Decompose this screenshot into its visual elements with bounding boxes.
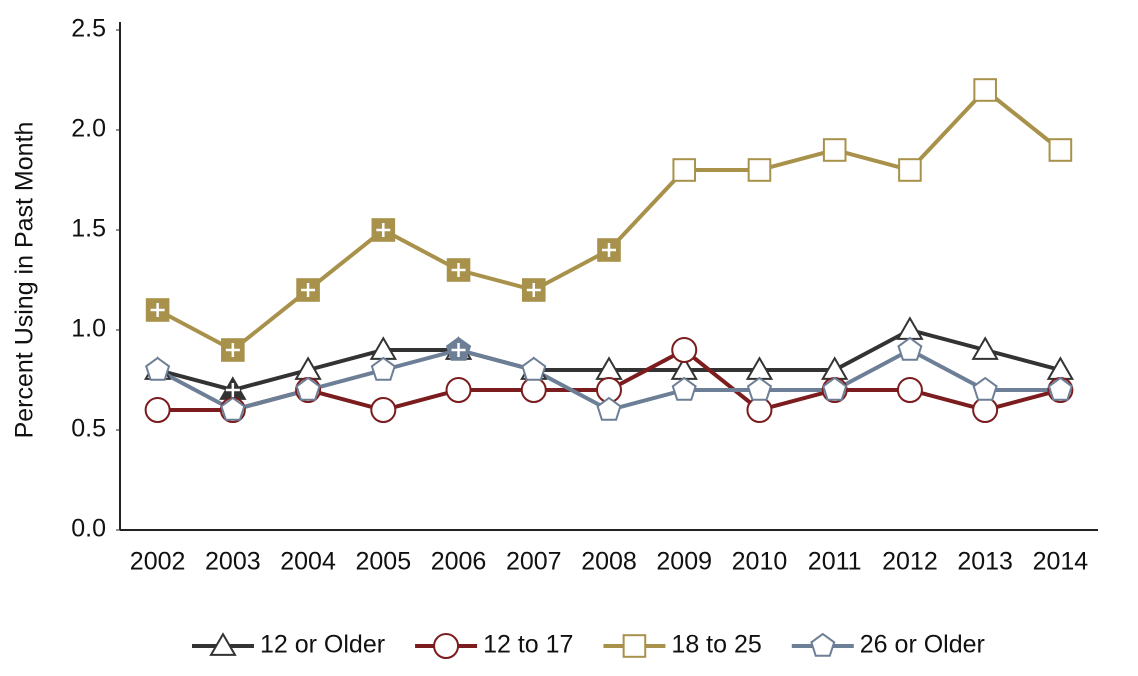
legend-marker [810, 632, 836, 657]
x-tick-label: 2006 [431, 548, 487, 576]
series-line [156, 87, 1062, 353]
x-tick-label: 2012 [882, 548, 938, 576]
significance-plus [225, 383, 240, 397]
y-tick-label: 2.0 [71, 115, 106, 143]
marker [971, 336, 999, 360]
marker [1048, 138, 1073, 162]
marker [896, 316, 924, 340]
marker [445, 377, 472, 403]
legend-label: 18 to 25 [671, 631, 761, 659]
marker [822, 376, 848, 401]
y-axis-label: Percent Using in Past Month [11, 122, 39, 439]
y-tick-label: 1.0 [71, 315, 106, 343]
legend: 12 or Older 12 to 17 18 to 25 26 or Older [192, 631, 985, 659]
legend-marker [622, 634, 647, 658]
legend-label: 26 or Older [860, 631, 985, 659]
x-tick-label: 2003 [205, 548, 261, 576]
significance-plus [451, 263, 466, 277]
marker [521, 356, 547, 381]
significance-plus [150, 303, 165, 317]
x-tick-label: 2008 [581, 548, 637, 576]
marker [746, 376, 773, 401]
marker [144, 397, 171, 423]
marker [295, 376, 321, 401]
marker [671, 376, 697, 401]
y-tick-label: 0.5 [71, 415, 106, 443]
legend-label: 12 to 17 [483, 631, 573, 659]
marker [747, 158, 772, 182]
marker [671, 337, 698, 363]
legend-label: 12 or Older [260, 631, 385, 659]
significance-plus [451, 343, 466, 357]
marker [897, 336, 923, 361]
marker [520, 377, 547, 403]
marker [1047, 376, 1073, 401]
legend-marker [209, 632, 237, 656]
marker [672, 158, 697, 182]
significance-plus [602, 243, 616, 257]
x-tick-label: 2009 [656, 548, 712, 576]
marker [370, 356, 396, 381]
marker [896, 377, 923, 403]
marker [822, 138, 847, 162]
marker [370, 397, 397, 423]
x-tick-label: 2014 [1033, 548, 1089, 576]
y-tick-label: 1.5 [71, 215, 106, 243]
x-tick-label: 2011 [808, 548, 862, 576]
marker [596, 396, 622, 421]
marker [972, 376, 998, 401]
x-tick-label: 2005 [355, 548, 411, 576]
significance-plus [526, 283, 541, 297]
x-tick-label: 2007 [506, 548, 562, 576]
marker [972, 397, 999, 423]
marker [898, 158, 922, 182]
marker [145, 356, 171, 381]
y-tick-label: 0.0 [71, 515, 106, 543]
x-tick-label: 2013 [957, 548, 1013, 576]
significance-plus [225, 343, 240, 357]
legend-marker [433, 633, 460, 659]
marker [973, 78, 997, 102]
significance-plus [301, 283, 316, 297]
marker [220, 396, 246, 421]
marker [746, 397, 773, 423]
significance-plus [376, 223, 391, 237]
x-tick-label: 2004 [280, 548, 336, 576]
y-tick-label: 2.5 [71, 15, 106, 43]
x-tick-label: 2010 [732, 548, 788, 576]
x-tick-label: 2002 [130, 548, 186, 576]
